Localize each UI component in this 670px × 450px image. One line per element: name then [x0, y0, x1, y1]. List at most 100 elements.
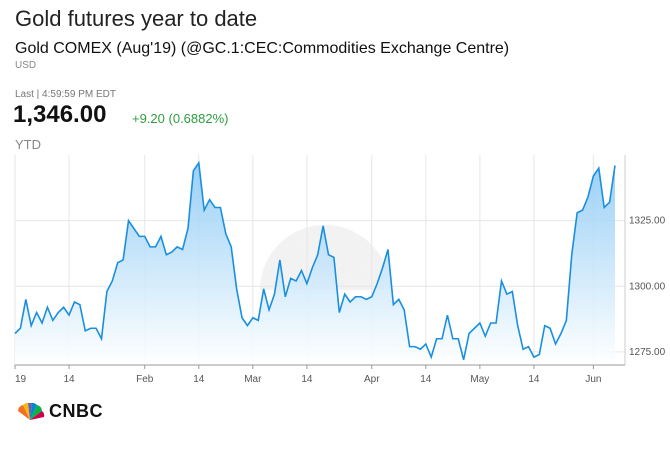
data-point: [25, 298, 27, 300]
data-point: [235, 288, 237, 290]
data-point: [160, 235, 162, 237]
data-point: [371, 296, 373, 298]
data-point: [441, 338, 443, 340]
instrument-name: Gold COMEX (Aug'19) (@GC.1:CEC:Commoditi…: [15, 40, 510, 57]
data-point: [100, 338, 102, 340]
data-point: [62, 306, 64, 308]
data-point: [257, 319, 259, 321]
data-point: [198, 162, 200, 164]
data-point: [560, 332, 562, 334]
x-tick-label: 14: [301, 374, 313, 385]
data-point: [408, 345, 410, 347]
data-point: [262, 288, 264, 290]
cnbc-logo: CNBC: [15, 401, 103, 422]
data-point: [289, 277, 291, 279]
data-point: [484, 335, 486, 337]
last-updated: Last | 4:59:59 PM EDT: [15, 89, 116, 100]
data-point: [300, 269, 302, 271]
data-point: [95, 327, 97, 329]
data-point: [403, 309, 405, 311]
x-tick-label: 14: [193, 374, 205, 385]
data-point: [52, 319, 54, 321]
data-point: [154, 246, 156, 248]
data-point: [333, 256, 335, 258]
data-point: [181, 248, 183, 250]
data-point: [57, 311, 59, 313]
data-point: [576, 212, 578, 214]
data-point: [500, 280, 502, 282]
data-point: [219, 206, 221, 208]
data-point: [419, 348, 421, 350]
data-point: [414, 345, 416, 347]
data-point: [479, 322, 481, 324]
data-point: [462, 359, 464, 361]
data-point: [149, 246, 151, 248]
data-point: [457, 338, 459, 340]
x-tick-label: 14: [528, 374, 540, 385]
data-point: [117, 261, 119, 263]
y-tick-label: 1300.00: [629, 281, 666, 292]
data-point: [284, 296, 286, 298]
data-point: [138, 235, 140, 237]
data-point: [79, 303, 81, 305]
data-point: [565, 319, 567, 321]
data-point: [279, 259, 281, 261]
data-point: [246, 324, 248, 326]
data-point: [252, 317, 254, 319]
data-point: [365, 298, 367, 300]
x-tick-label: Feb: [136, 374, 154, 385]
data-point: [338, 311, 340, 313]
page-title: Gold futures year to date: [15, 6, 258, 31]
data-point: [489, 322, 491, 324]
data-point: [241, 317, 243, 319]
data-point: [398, 298, 400, 300]
y-tick-label: 1325.00: [629, 216, 666, 227]
price-area: [15, 162, 615, 365]
data-point: [327, 254, 329, 256]
data-point: [587, 196, 589, 198]
data-point: [435, 338, 437, 340]
data-point: [295, 280, 297, 282]
data-point: [311, 267, 313, 269]
last-price: 1,346.00: [13, 101, 107, 128]
data-point: [511, 290, 513, 292]
peacock-icon: [17, 402, 45, 420]
data-point: [506, 293, 508, 295]
x-tick-label: Apr: [364, 374, 380, 385]
data-point: [473, 327, 475, 329]
data-point: [230, 246, 232, 248]
data-point: [495, 322, 497, 324]
data-point: [106, 290, 108, 292]
data-point: [68, 314, 70, 316]
data-point: [165, 254, 167, 256]
data-point: [468, 332, 470, 334]
data-point: [522, 348, 524, 350]
x-axis: 19 14 Feb 14 Mar 14 Apr 14 May 14 Jun: [14, 365, 601, 385]
data-point: [581, 209, 583, 211]
data-point: [306, 282, 308, 284]
data-point: [273, 293, 275, 295]
x-tick-label: Mar: [244, 374, 262, 385]
price-change: +9.20 (0.6882%): [132, 111, 229, 126]
data-point: [608, 201, 610, 203]
data-point: [122, 259, 124, 261]
data-point: [89, 327, 91, 329]
data-point: [614, 164, 616, 166]
data-point: [35, 311, 37, 313]
y-tick-label: 1275.00: [629, 347, 666, 358]
data-point: [376, 282, 378, 284]
data-point: [19, 327, 21, 329]
data-point: [544, 324, 546, 326]
data-point: [176, 246, 178, 248]
data-point: [349, 301, 351, 303]
data-point: [187, 227, 189, 229]
data-point: [171, 251, 173, 253]
data-point: [14, 332, 16, 334]
data-point: [392, 303, 394, 305]
data-point: [41, 322, 43, 324]
data-point: [571, 254, 573, 256]
data-point: [430, 356, 432, 358]
data-point: [554, 343, 556, 345]
data-point: [144, 235, 146, 237]
